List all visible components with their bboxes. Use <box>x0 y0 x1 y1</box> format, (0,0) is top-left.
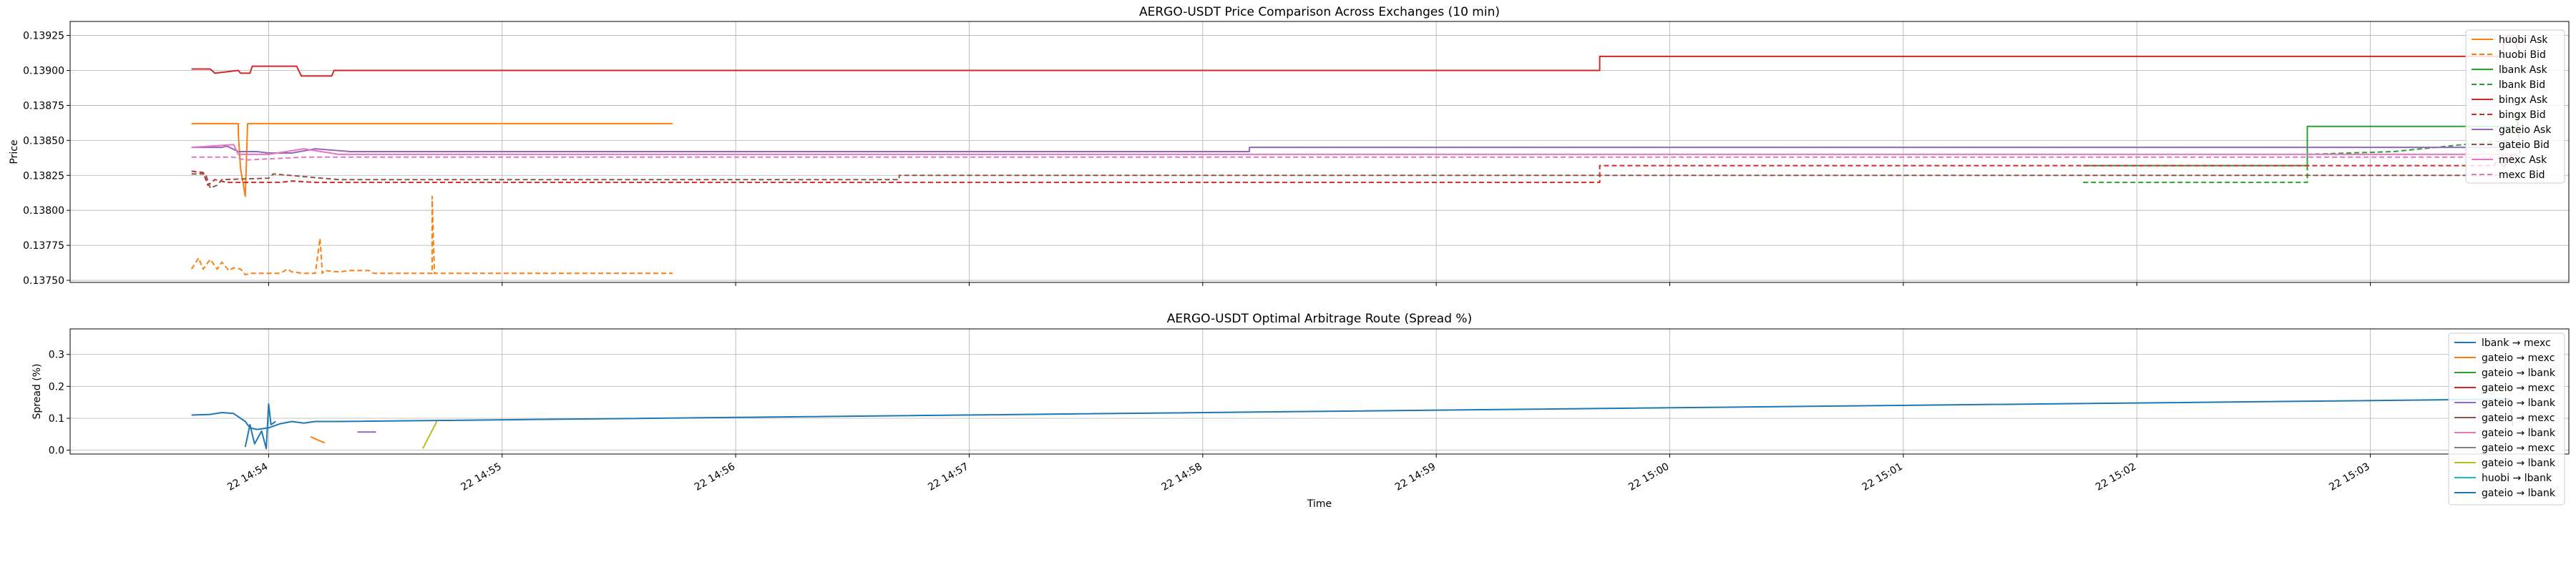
chart-title: AERGO-USDT Optimal Arbitrage Route (Spre… <box>1167 312 1472 326</box>
y-tick-label: 0.3 <box>49 350 64 361</box>
y-tick-label: 0.13900 <box>23 65 64 77</box>
x-tick-label: 22 14:56 <box>693 461 737 493</box>
series-line-lbank-mexc <box>191 398 2514 430</box>
series-line-gateio-lbank <box>244 403 276 450</box>
series-line-gateio-bid <box>191 173 2518 189</box>
legend-label: huobi Ask <box>2499 34 2548 46</box>
chart-title: AERGO-USDT Price Comparison Across Excha… <box>1139 5 1500 19</box>
legend-label: huobi Bid <box>2499 49 2546 61</box>
x-tick-label: 22 14:54 <box>225 461 270 493</box>
y-tick-label: 0.2 <box>49 381 64 393</box>
x-axis-label: Time <box>1307 498 1332 510</box>
x-tick-label: 22 14:58 <box>1160 461 1204 493</box>
series-line-gateio-ask <box>191 145 2518 154</box>
legend-label: lbank Ask <box>2499 64 2548 76</box>
y-tick-label: 0.13800 <box>23 205 64 217</box>
legend: lbank → mexc gateio → mexc gateio → lbank g… <box>2448 332 2565 506</box>
legend-label: gateio → mexc <box>2482 443 2555 454</box>
y-tick-label: 0.0 <box>49 445 64 457</box>
series-line-gateio-lbank <box>421 421 438 449</box>
legend: huobi Ask huobi Bid lbank Ask lbank Bid bing… <box>2465 29 2565 184</box>
series-line-gateio-mexc <box>310 435 326 444</box>
x-tick-label: 22 14:59 <box>1393 461 1438 493</box>
legend-label: bingx Bid <box>2499 109 2546 121</box>
x-tick-label: 22 14:55 <box>459 461 504 493</box>
legend-label: gateio → lbank <box>2482 368 2556 379</box>
legend-label: gateio Bid <box>2499 139 2550 151</box>
y-tick-label: 0.13925 <box>23 31 64 42</box>
x-tick-label: 22 15:01 <box>1860 461 1905 493</box>
y-tick-label: 0.13750 <box>23 275 64 287</box>
plot-area <box>70 329 2569 454</box>
y-tick-label: 0.13825 <box>23 170 64 182</box>
y-tick-label: 0.13875 <box>23 100 64 112</box>
series-line-lbank-bid <box>2083 139 2520 184</box>
y-axis-label: Price <box>9 139 20 164</box>
series-line-mexc-bid <box>191 156 2518 161</box>
legend-label: mexc Bid <box>2499 169 2545 181</box>
legend-label: gateio → lbank <box>2482 428 2556 439</box>
y-tick-label: 0.13775 <box>23 240 64 252</box>
series-line-mexc-ask <box>191 144 2518 155</box>
y-tick-label: 0.13850 <box>23 135 64 147</box>
legend-label: gateio → mexc <box>2482 383 2555 394</box>
x-tick-label: 22 15:00 <box>1626 461 1671 493</box>
x-tick-label: 22 15:03 <box>2327 461 2371 493</box>
legend-label: lbank → mexc <box>2482 337 2551 349</box>
series-line-huobi-ask <box>191 122 673 197</box>
axes-frame <box>69 328 2570 455</box>
legend-label: gateio → lbank <box>2482 458 2556 469</box>
legend-box <box>2448 332 2565 506</box>
x-tick-label: 22 15:02 <box>2094 461 2138 493</box>
axes-frame <box>69 21 2570 283</box>
chart-1: 0.13750 0.13775 0.13800 0.13825 0.13850 0.138… <box>9 5 2570 287</box>
legend-label: gateio Ask <box>2499 124 2552 136</box>
legend-label: huobi → lbank <box>2482 473 2552 484</box>
legend-label: lbank Bid <box>2499 79 2545 91</box>
chart-2: 0.0 0.1 0.2 0.3 22 14:54 22 14:55 22 14:56 22 1… <box>31 312 2570 510</box>
y-tick-label: 0.1 <box>49 413 64 425</box>
legend-label: bingx Ask <box>2499 94 2548 106</box>
legend-label: gateio → lbank <box>2482 398 2556 409</box>
legend-label: gateio → lbank <box>2482 488 2556 499</box>
legend-label: gateio → mexc <box>2482 413 2555 424</box>
legend-label: mexc Ask <box>2499 154 2547 166</box>
legend-label: gateio → mexc <box>2482 352 2555 364</box>
x-tick-label: 22 14:57 <box>926 461 970 493</box>
y-axis-label: Spread (%) <box>31 364 43 420</box>
